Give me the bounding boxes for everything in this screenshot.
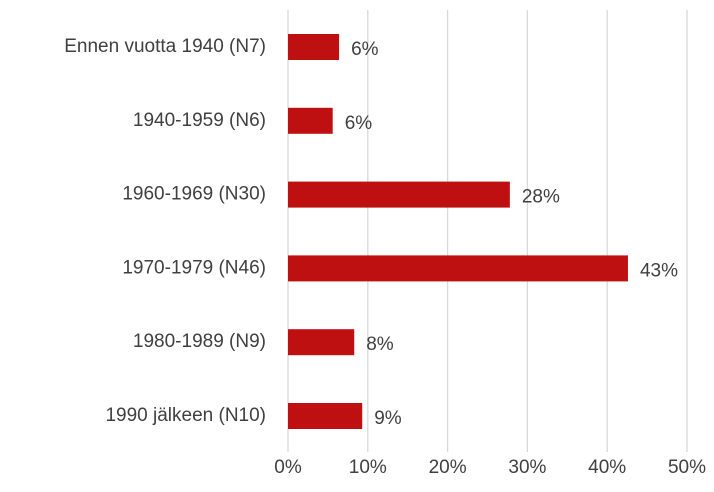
x-tick-label: 40% [588,457,626,478]
data-label: 28% [522,187,560,208]
y-tick-label: 1970-1979 (N46) [122,257,266,278]
x-tick-label: 20% [429,457,467,478]
data-label: 8% [366,334,394,355]
data-label: 6% [345,113,373,134]
x-tick-label: 50% [668,457,706,478]
y-tick-label: 1960-1969 (N30) [122,184,266,205]
data-label: 43% [640,260,678,281]
data-label: 6% [351,39,379,60]
x-tick-label: 30% [508,457,546,478]
bar [288,255,628,282]
x-tick-label: 10% [349,457,387,478]
x-tick-label: 0% [274,457,302,478]
y-tick-label: 1940-1959 (N6) [133,110,266,131]
y-tick-label: Ennen vuotta 1940 (N7) [64,36,266,57]
bar [288,34,340,60]
bar [288,403,363,429]
y-tick-label: 1980-1989 (N9) [133,331,266,352]
bar [288,107,333,134]
bar [288,181,510,208]
data-label: 9% [374,408,402,429]
y-tick-label: 1990 jälkeen (N10) [105,405,266,426]
bar [288,329,355,356]
